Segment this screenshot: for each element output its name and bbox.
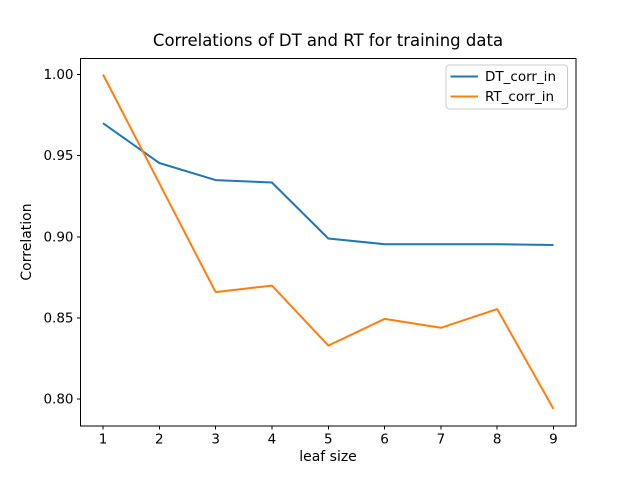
chart-title: Correlations of DT and RT for training d… (153, 31, 503, 50)
x-tick-label: 1 (99, 432, 108, 448)
legend-label-DT_corr_in: DT_corr_in (485, 69, 556, 85)
x-tick-label: 3 (211, 432, 220, 448)
x-tick-label: 8 (493, 432, 502, 448)
series-lines (102, 74, 555, 410)
legend-label-RT_corr_in: RT_corr_in (485, 89, 554, 105)
legend: DT_corr_in RT_corr_in (445, 64, 568, 110)
y-tick-label: 1.00 (43, 67, 73, 83)
y-tick-label: 0.85 (43, 311, 73, 327)
axis-ticks: 1 2 3 4 5 6 7 8 9 0.80 0.85 0.90 0.95 1.00 (43, 67, 557, 447)
x-axis-label: leaf size (299, 449, 357, 465)
y-tick-label: 0.80 (43, 392, 73, 408)
line-RT_corr_in (102, 74, 555, 410)
x-tick-label: 6 (380, 432, 389, 448)
x-tick-label: 5 (324, 432, 333, 448)
x-tick-label: 4 (268, 432, 277, 448)
y-tick-label: 0.90 (43, 229, 73, 245)
y-axis-label: Correlation (19, 203, 35, 280)
x-tick-label: 7 (437, 432, 446, 448)
plot-border (80, 57, 577, 427)
line-DT_corr_in (102, 122, 554, 246)
axes-spines (80, 57, 577, 427)
x-tick-label: 2 (155, 432, 164, 448)
y-tick-label: 0.95 (43, 148, 73, 164)
x-tick-label: 9 (549, 432, 558, 448)
